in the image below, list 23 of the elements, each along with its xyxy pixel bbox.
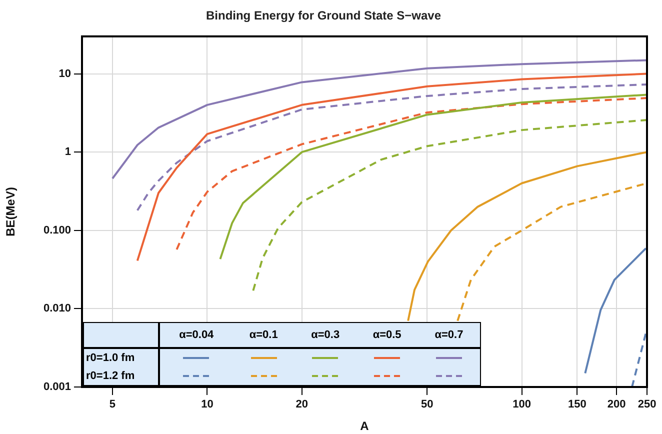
annotation: α=0.3 bbox=[294, 322, 356, 348]
y-tick-label: 0.001 bbox=[43, 381, 71, 394]
x-tick-label: 20 bbox=[296, 398, 308, 411]
annotation: α=0.1 bbox=[232, 322, 294, 348]
y-tick-label: 1 bbox=[64, 146, 71, 158]
y-axis-title: BE(MeV) bbox=[4, 187, 18, 236]
x-tick-label: 10 bbox=[201, 398, 214, 411]
x-tick-label: 5 bbox=[109, 398, 116, 411]
y-tick-label: 0.100 bbox=[43, 224, 71, 236]
x-tick-label: 100 bbox=[512, 398, 531, 411]
x-tick-label: 250 bbox=[638, 398, 656, 411]
x-tick-label: 150 bbox=[568, 398, 586, 411]
annotation: r0=1.2 fm bbox=[84, 366, 159, 386]
x-axis-title: A bbox=[360, 419, 370, 434]
annotation: α=0.04 bbox=[159, 322, 233, 348]
annotation: α=0.7 bbox=[418, 322, 480, 348]
x-tick-label: 200 bbox=[607, 398, 626, 411]
y-tick-label: 10 bbox=[58, 68, 71, 80]
x-tick-label: 50 bbox=[420, 398, 434, 411]
annotation: r0=1.0 fm bbox=[84, 348, 159, 366]
chart-title: Binding Energy for Ground State S−wave bbox=[206, 8, 442, 23]
annotation: α=0.5 bbox=[356, 322, 418, 348]
y-tick-label: 0.010 bbox=[43, 302, 71, 315]
